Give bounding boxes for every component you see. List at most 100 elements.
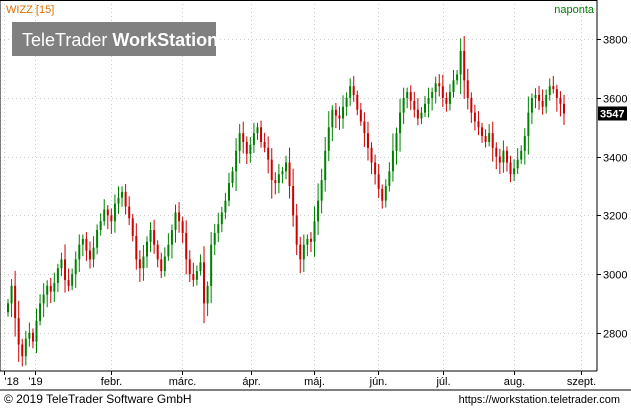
candle-body bbox=[128, 206, 131, 219]
candle-body bbox=[227, 183, 230, 201]
candle-body bbox=[342, 106, 345, 119]
source-url: https://workstation.teletrader.com bbox=[459, 394, 620, 406]
logo-part2: WorkStation bbox=[112, 30, 218, 50]
candle-body bbox=[391, 150, 394, 172]
candle-body bbox=[96, 230, 99, 248]
time-axis: '18 '19 febr. márc. ápr. máj. jún. júl. aug. szep… bbox=[4, 371, 596, 388]
candle-body bbox=[377, 174, 380, 189]
y-tick-label: 3200 bbox=[603, 211, 627, 223]
candle-body bbox=[146, 241, 148, 257]
candle-body bbox=[85, 238, 88, 251]
candle-body bbox=[56, 268, 59, 283]
candle-body bbox=[74, 259, 77, 275]
candle-body bbox=[555, 89, 558, 98]
candle-body bbox=[527, 112, 530, 137]
candle-body bbox=[242, 133, 245, 142]
candles bbox=[7, 35, 565, 367]
candle-body bbox=[513, 168, 516, 175]
candle-body bbox=[67, 279, 70, 286]
candle-body bbox=[110, 215, 113, 222]
candle-body bbox=[181, 221, 184, 233]
candle-body bbox=[81, 238, 84, 245]
candle-body bbox=[470, 97, 473, 113]
candle-body bbox=[188, 259, 191, 275]
candle-body bbox=[174, 212, 177, 231]
candle-body bbox=[491, 133, 494, 148]
candle-body bbox=[370, 147, 373, 163]
candle-body bbox=[463, 50, 466, 81]
candle-body bbox=[502, 150, 505, 163]
candle-body bbox=[509, 162, 512, 175]
instrument-label: WIZZ [15] bbox=[6, 4, 54, 16]
candle-body bbox=[252, 133, 255, 145]
candle-body bbox=[445, 97, 448, 104]
candle-body bbox=[92, 247, 95, 260]
candle-body bbox=[548, 86, 551, 95]
candle-body bbox=[142, 256, 145, 269]
candle-body bbox=[28, 332, 31, 339]
candle-body bbox=[359, 109, 362, 122]
x-tick-label: szept. bbox=[567, 376, 596, 388]
candle-body bbox=[156, 244, 159, 260]
candle-body bbox=[541, 100, 544, 107]
period-label: naponta bbox=[554, 4, 595, 16]
candle-body bbox=[452, 80, 455, 93]
candle-body bbox=[60, 259, 63, 269]
candle-body bbox=[481, 127, 484, 137]
candle-body bbox=[206, 285, 209, 304]
candle-body bbox=[488, 133, 491, 142]
candle-body bbox=[431, 92, 434, 98]
candle-body bbox=[495, 147, 498, 157]
candle-body bbox=[78, 244, 81, 260]
y-tick-label: 2800 bbox=[603, 329, 627, 341]
candle-body bbox=[138, 259, 141, 269]
candle-body bbox=[288, 162, 291, 186]
candle-body bbox=[256, 127, 259, 134]
candle-body bbox=[131, 218, 134, 236]
logo-background bbox=[12, 22, 216, 56]
candle-body bbox=[267, 147, 270, 160]
candle-body bbox=[285, 162, 287, 172]
x-tick-label: márc. bbox=[169, 376, 197, 388]
candle-body bbox=[484, 136, 487, 142]
candle-body bbox=[153, 230, 156, 245]
candle-body bbox=[24, 338, 27, 357]
candle-body bbox=[292, 186, 295, 216]
candle-body bbox=[238, 133, 241, 151]
candle-body bbox=[39, 303, 42, 322]
x-tick-label: jún. bbox=[369, 376, 388, 388]
candle-body bbox=[473, 112, 476, 122]
candle-body bbox=[220, 212, 223, 225]
candle-body bbox=[413, 100, 416, 110]
candle-body bbox=[399, 112, 402, 134]
candle-body bbox=[170, 230, 173, 245]
candle-body bbox=[270, 159, 273, 181]
candle-body bbox=[520, 150, 523, 160]
candle-body bbox=[459, 50, 462, 75]
candle-body bbox=[523, 136, 526, 151]
candle-body bbox=[381, 188, 384, 201]
candle-body bbox=[210, 244, 213, 286]
candle-body bbox=[224, 200, 227, 213]
candle-body bbox=[434, 83, 437, 93]
candle-body bbox=[466, 80, 469, 98]
x-tick-label: máj. bbox=[304, 376, 325, 388]
candle-body bbox=[121, 191, 124, 198]
candle-body bbox=[327, 127, 330, 151]
candle-body bbox=[406, 92, 409, 98]
candle-body bbox=[7, 303, 9, 313]
candle-body bbox=[245, 141, 248, 154]
candle-body bbox=[338, 115, 341, 119]
candle-body bbox=[163, 256, 166, 272]
candle-body bbox=[456, 74, 459, 81]
candle-body bbox=[195, 271, 198, 280]
candle-body bbox=[160, 259, 163, 272]
candle-body bbox=[306, 238, 309, 245]
candle-body bbox=[331, 109, 334, 128]
candle-body bbox=[64, 259, 67, 280]
candle-body bbox=[263, 141, 266, 148]
candle-body bbox=[545, 95, 548, 107]
candle-body bbox=[345, 97, 348, 107]
candle-body bbox=[438, 83, 441, 87]
candle-body bbox=[217, 224, 220, 233]
